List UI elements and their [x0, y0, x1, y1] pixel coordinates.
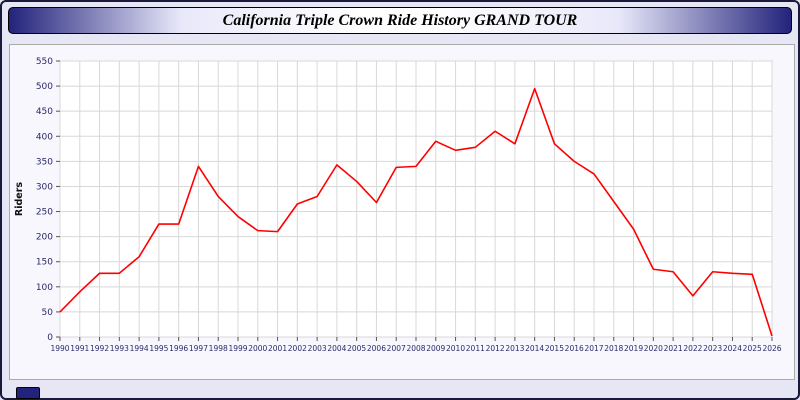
- x-tick-label: 2007: [387, 344, 406, 353]
- x-tick-label: 2019: [624, 344, 643, 353]
- x-tick-label: 2002: [288, 344, 307, 353]
- axis-ticks: [56, 60, 773, 341]
- x-axis-labels: 1990 1991 1992 1993 1994 1995 1996 1997 1998 1999…: [50, 344, 781, 353]
- x-tick-label: 1993: [110, 344, 129, 353]
- x-tick-label: 2004: [327, 344, 346, 353]
- x-tick-label: 2013: [505, 344, 524, 353]
- x-tick-label: 2020: [644, 344, 663, 353]
- x-tick-label: 1990: [50, 344, 69, 353]
- y-axis-title: Riders: [14, 182, 25, 217]
- y-tick-label: 500: [36, 82, 53, 92]
- x-tick-label: 2023: [703, 344, 722, 353]
- x-tick-label: 2008: [406, 344, 425, 353]
- x-tick-label: 2022: [683, 344, 702, 353]
- x-tick-label: 1991: [70, 344, 89, 353]
- y-tick-label: 100: [36, 283, 53, 293]
- x-tick-label: 2010: [446, 344, 465, 353]
- x-tick-label: 2006: [367, 344, 386, 353]
- x-tick-label: 2005: [347, 344, 366, 353]
- y-tick-label: 550: [36, 57, 53, 67]
- y-tick-label: 400: [36, 132, 53, 142]
- x-tick-label: 2009: [426, 344, 445, 353]
- x-tick-label: 1994: [130, 344, 149, 353]
- riders-series-line: [59, 87, 773, 337]
- x-tick-label: 1999: [228, 344, 247, 353]
- grid-lines: [59, 60, 773, 338]
- y-tick-label: 300: [36, 182, 53, 192]
- y-tick-label: 150: [36, 258, 53, 268]
- x-tick-label: 2003: [308, 344, 327, 353]
- chart-title-bar: California Triple Crown Ride History GRA…: [8, 7, 792, 34]
- x-tick-label: 2018: [604, 344, 623, 353]
- x-tick-label: 2011: [466, 344, 485, 353]
- x-tick-label: 2000: [248, 344, 267, 353]
- x-tick-label: 1995: [149, 344, 168, 353]
- x-tick-label: 1997: [189, 344, 208, 353]
- chart-panel: 0 50 100 150 200 250 300 350 400 450 500 550 1990 199…: [9, 44, 795, 380]
- y-tick-label: 50: [42, 308, 54, 318]
- y-tick-label: 0: [47, 333, 53, 343]
- x-tick-label: 2024: [723, 344, 742, 353]
- x-tick-label: 1998: [209, 344, 228, 353]
- x-tick-label: 2012: [486, 344, 505, 353]
- x-tick-label: 2026: [762, 344, 781, 353]
- y-tick-label: 350: [36, 157, 53, 167]
- chart-title: California Triple Crown Ride History GRA…: [222, 11, 578, 29]
- x-tick-label: 2016: [565, 344, 584, 353]
- x-tick-label: 2025: [743, 344, 762, 353]
- x-tick-label: 2017: [584, 344, 603, 353]
- y-tick-label: 450: [36, 107, 53, 117]
- x-tick-label: 2021: [664, 344, 683, 353]
- x-tick-label: 1992: [90, 344, 109, 353]
- y-axis-labels: 0 50 100 150 200 250 300 350 400 450 500 550: [36, 57, 53, 343]
- x-tick-label: 2015: [545, 344, 564, 353]
- bottom-left-marker: [16, 387, 40, 399]
- y-tick-label: 200: [36, 233, 53, 243]
- x-tick-label: 2014: [525, 344, 544, 353]
- y-tick-label: 250: [36, 208, 53, 218]
- x-tick-label: 2001: [268, 344, 287, 353]
- x-tick-label: 1996: [169, 344, 188, 353]
